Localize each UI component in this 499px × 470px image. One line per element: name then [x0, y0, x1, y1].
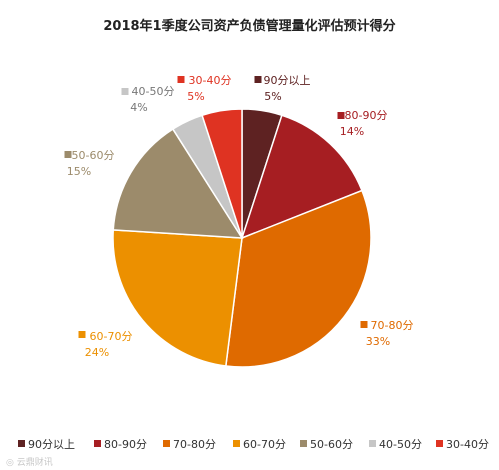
slice-label-value: 14%	[340, 125, 364, 138]
slice-label-name: 50-60分	[72, 149, 115, 162]
slice-label-marker	[121, 88, 129, 95]
legend-swatch	[94, 440, 101, 447]
legend-label: 50-60分	[310, 438, 353, 451]
pie-slice-3	[224, 189, 372, 368]
slice-label-marker	[254, 76, 262, 83]
legend-label: 30-40分	[446, 438, 489, 451]
legend-item-2: 80-90分	[94, 438, 147, 451]
pie-slice-5	[112, 128, 244, 239]
slice-label-marker	[78, 331, 86, 338]
slice-label-marker	[64, 151, 72, 158]
legend-label: 60-70分	[243, 438, 286, 451]
legend-label: 70-80分	[173, 438, 216, 451]
slice-label-6: 40-50分 4%	[121, 85, 175, 114]
slice-label-marker	[337, 112, 345, 119]
legend-item-1: 90分以上	[18, 438, 75, 451]
legend-item-4: 60-70分	[233, 438, 286, 451]
slice-label-name: 40-50分	[132, 85, 175, 98]
legend-item-6: 40-50分	[369, 438, 422, 451]
legend-swatch	[369, 440, 376, 447]
legend-swatch	[233, 440, 240, 447]
legend-item-5: 50-60分	[300, 438, 353, 451]
legend-label: 40-50分	[379, 438, 422, 451]
pie-slice-7	[201, 108, 243, 239]
slice-label-name: 90分以上	[264, 74, 311, 87]
legend-item-7: 30-40分	[436, 438, 489, 451]
legend-swatch	[18, 440, 25, 447]
watermark-logo: ◎ 云鼎财讯	[6, 458, 53, 468]
slice-label-value: 5%	[187, 90, 204, 103]
slice-label-7: 30-40分 5%	[177, 74, 232, 103]
legend-swatch	[163, 440, 170, 447]
pie-slice-4	[112, 229, 243, 367]
slice-label-name: 30-40分	[189, 74, 232, 87]
slice-label-name: 80-90分	[345, 109, 388, 122]
chart-title: 2018年1季度公司资产负债管理量化评估预计得分	[103, 19, 396, 34]
legend-item-3: 70-80分	[163, 438, 216, 451]
slice-label-marker	[360, 321, 368, 328]
slice-label-value: 15%	[67, 165, 91, 178]
slice-label-value: 33%	[366, 335, 390, 348]
slice-label-4: 60-70分 24%	[78, 330, 133, 359]
legend-label: 80-90分	[104, 438, 147, 451]
slice-label-value: 24%	[85, 346, 109, 359]
legend-swatch	[300, 440, 307, 447]
slice-label-value: 4%	[130, 101, 147, 114]
legend-swatch	[436, 440, 443, 447]
slice-label-5: 50-60分 15%	[64, 149, 115, 178]
slice-label-marker	[177, 76, 185, 83]
slice-label-1: 90分以上 5%	[254, 74, 311, 103]
slice-label-3: 70-80分 33%	[360, 319, 414, 348]
slice-label-name: 60-70分	[90, 330, 133, 343]
slice-label-2: 80-90分 14%	[337, 109, 388, 138]
slice-label-name: 70-80分	[371, 319, 414, 332]
legend-label: 90分以上	[28, 438, 75, 451]
slice-label-value: 5%	[264, 90, 281, 103]
pie-slice-2	[240, 114, 363, 240]
